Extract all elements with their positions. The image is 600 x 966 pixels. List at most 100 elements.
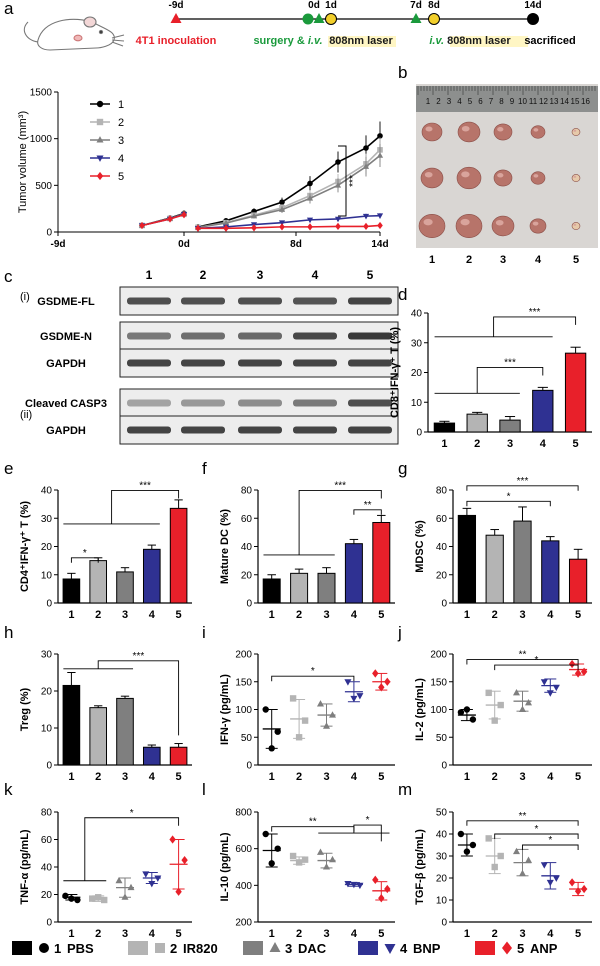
timeline-day: 0d <box>308 0 320 11</box>
tumor-specimen <box>530 171 546 185</box>
legend-name: PBS <box>67 941 94 956</box>
y-tick-label: 0 <box>441 918 447 929</box>
sig-bracket <box>466 500 551 507</box>
y-tick-label: 30 <box>41 650 53 661</box>
tumor-specimen <box>493 123 513 141</box>
data-point <box>289 852 297 860</box>
chart-k: 0 20 40 60 80 1 2 3 4 5 TNF-α (pg/mL) * <box>19 808 192 940</box>
data-point <box>524 856 533 863</box>
y-tick-label: 20 <box>411 368 423 379</box>
data-point <box>497 701 504 709</box>
data-point <box>274 845 281 852</box>
bar <box>169 746 188 766</box>
tumor-highlight <box>497 173 504 178</box>
y-axis-label: Mature DC (%) <box>219 509 231 585</box>
tumor-specimen <box>455 214 483 239</box>
data-point <box>457 830 465 838</box>
sig-bracket <box>353 509 382 515</box>
chart-i: 0 50 100 150 200 1 2 3 4 5 IFN-γ (pg/mL) * <box>219 650 395 783</box>
y-tick-label: 150 <box>235 677 252 688</box>
y-tick-label: 80 <box>41 808 53 819</box>
bar <box>89 707 108 766</box>
ruler-number: 12 <box>539 97 548 106</box>
data-point <box>62 892 69 900</box>
sig-label: * <box>507 491 511 502</box>
data-point <box>250 212 258 219</box>
data-point <box>328 711 337 718</box>
legend-label: 4 <box>118 153 124 165</box>
legend-number: 1 <box>54 941 61 956</box>
blot-band <box>348 426 392 434</box>
data-point <box>95 894 102 901</box>
legend-label: 1 <box>118 99 124 111</box>
legend: 1 PBS 2 IR820 3 DAC 4 BNP 5 ANP <box>12 941 558 956</box>
x-tick-label: 4 <box>547 771 554 783</box>
data-point <box>262 830 269 838</box>
x-tick-label: 3 <box>122 928 128 940</box>
y-tick-label: 0 <box>46 599 52 610</box>
y-tick-label: 50 <box>241 733 253 744</box>
panel-letter-f: f <box>202 459 207 478</box>
tumor-highlight <box>495 219 504 226</box>
y-tick-label: 40 <box>41 863 53 874</box>
y-tick-label: 100 <box>430 705 447 716</box>
data-point <box>344 679 352 686</box>
data-point <box>362 163 370 169</box>
sig-bracket <box>111 490 180 524</box>
data-point <box>376 213 384 220</box>
y-axis-label: TGF-β (pg/mL) <box>414 829 426 905</box>
x-tick-label: 14d <box>371 239 388 250</box>
series-line <box>198 224 381 230</box>
y-tick-label: 400 <box>235 881 252 892</box>
data-point <box>334 181 342 188</box>
legend-marker <box>96 118 104 126</box>
data-point <box>154 875 162 882</box>
blot-band <box>127 399 171 407</box>
y-axis-label: IFN-γ (pg/mL) <box>219 674 231 745</box>
y-axis-label: IL-2 (pg/mL) <box>414 678 426 741</box>
data-point <box>372 875 379 884</box>
x-tick-label: 5 <box>378 928 384 940</box>
blot-band <box>181 399 225 407</box>
x-tick-label: 2 <box>492 928 498 940</box>
x-tick-label: 1 <box>269 609 275 621</box>
legend-marker <box>269 942 281 952</box>
y-tick-label: 60 <box>436 514 448 525</box>
y-tick-label: 200 <box>430 650 447 661</box>
bar <box>290 572 309 604</box>
sig-bracket <box>271 675 355 682</box>
legend-swatch <box>475 941 495 955</box>
bar <box>116 697 134 766</box>
blot-band <box>348 297 392 305</box>
ruler-number: 5 <box>468 97 473 106</box>
timeline-marker <box>302 13 314 25</box>
tumor-highlight <box>461 171 470 178</box>
x-tick-label: 5 <box>575 609 581 621</box>
data-point <box>546 690 554 697</box>
series-line <box>141 213 185 227</box>
blot-row-label: GAPDH <box>46 358 86 370</box>
blot-band <box>127 297 171 305</box>
ruler-number: 3 <box>447 97 452 106</box>
sig-bracket <box>466 485 579 491</box>
x-tick-label: 4 <box>547 928 554 940</box>
y-tick-label: 30 <box>411 338 423 349</box>
data-point <box>335 222 341 231</box>
y-tick-label: 0 <box>46 228 52 239</box>
timeline-day: -9d <box>169 0 184 11</box>
x-tick-label: 2 <box>95 609 101 621</box>
bar <box>142 548 161 604</box>
ruler-number: 16 <box>581 97 590 106</box>
data-point <box>384 884 391 894</box>
sig-label: *** <box>133 651 145 662</box>
data-point <box>463 848 471 855</box>
y-tick-label: 10 <box>436 896 448 907</box>
data-point <box>356 882 364 890</box>
data-point <box>328 855 337 863</box>
photo-group-label: 3 <box>500 254 506 266</box>
ruler-number: 6 <box>478 97 483 106</box>
y-tick-label: 20 <box>41 890 53 901</box>
tumor-specimen <box>571 174 581 182</box>
